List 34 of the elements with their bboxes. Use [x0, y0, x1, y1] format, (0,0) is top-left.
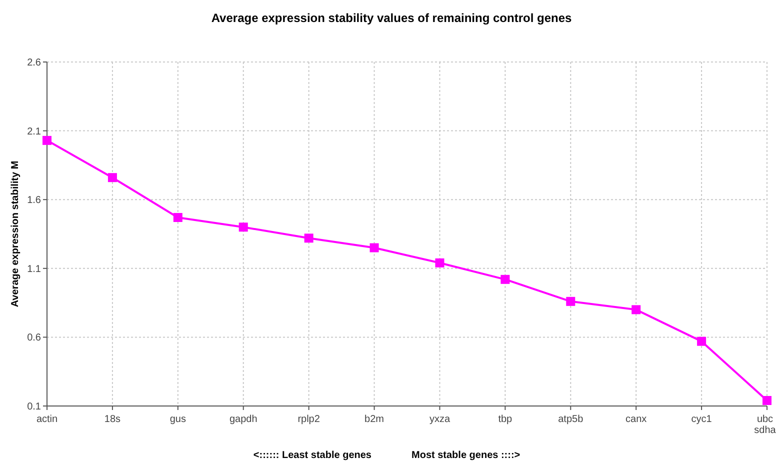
x-tick-label: cyc1 — [691, 414, 712, 425]
point — [500, 274, 510, 284]
chart-title: Average expression stability values of remaining control genes — [211, 11, 572, 25]
x-tick-label: ubc sdha — [754, 414, 776, 436]
x-tick-label: 18s — [104, 414, 121, 425]
x-tick-label: b2m — [364, 414, 384, 425]
x-tick-label: yxza — [429, 414, 450, 425]
point — [566, 296, 576, 306]
y-tick-label: 1.1 — [27, 264, 42, 275]
y-tick-label: 0.6 — [27, 332, 42, 344]
point — [632, 305, 641, 314]
y-tick-label: 2.6 — [27, 58, 42, 68]
point — [173, 212, 182, 222]
x-tick-label: canx — [626, 414, 647, 425]
x-tick-label: gapdh — [229, 414, 258, 425]
y-tick-label: 2.1 — [27, 126, 42, 138]
point — [42, 136, 52, 145]
text: <:::::: Least stable genes — [253, 450, 372, 461]
y-axis-title: Average expression stability M — [10, 160, 21, 308]
x-tick-label: rplp2 — [298, 414, 320, 425]
x-tick-label: gus — [170, 414, 186, 425]
y-tick-label: 1.6 — [27, 195, 42, 206]
point — [762, 396, 772, 405]
point — [697, 336, 706, 346]
point — [304, 234, 314, 243]
x-tick-label: actin — [36, 414, 58, 425]
point — [435, 258, 444, 268]
y-tick-label: 0.1 — [27, 402, 42, 412]
x-tick-label: tbp — [498, 414, 513, 425]
point — [108, 173, 117, 182]
point — [238, 222, 248, 232]
point — [370, 243, 379, 252]
text: Most stable genes ::::> — [412, 450, 520, 461]
x-tick-label: atp5b — [558, 414, 584, 425]
